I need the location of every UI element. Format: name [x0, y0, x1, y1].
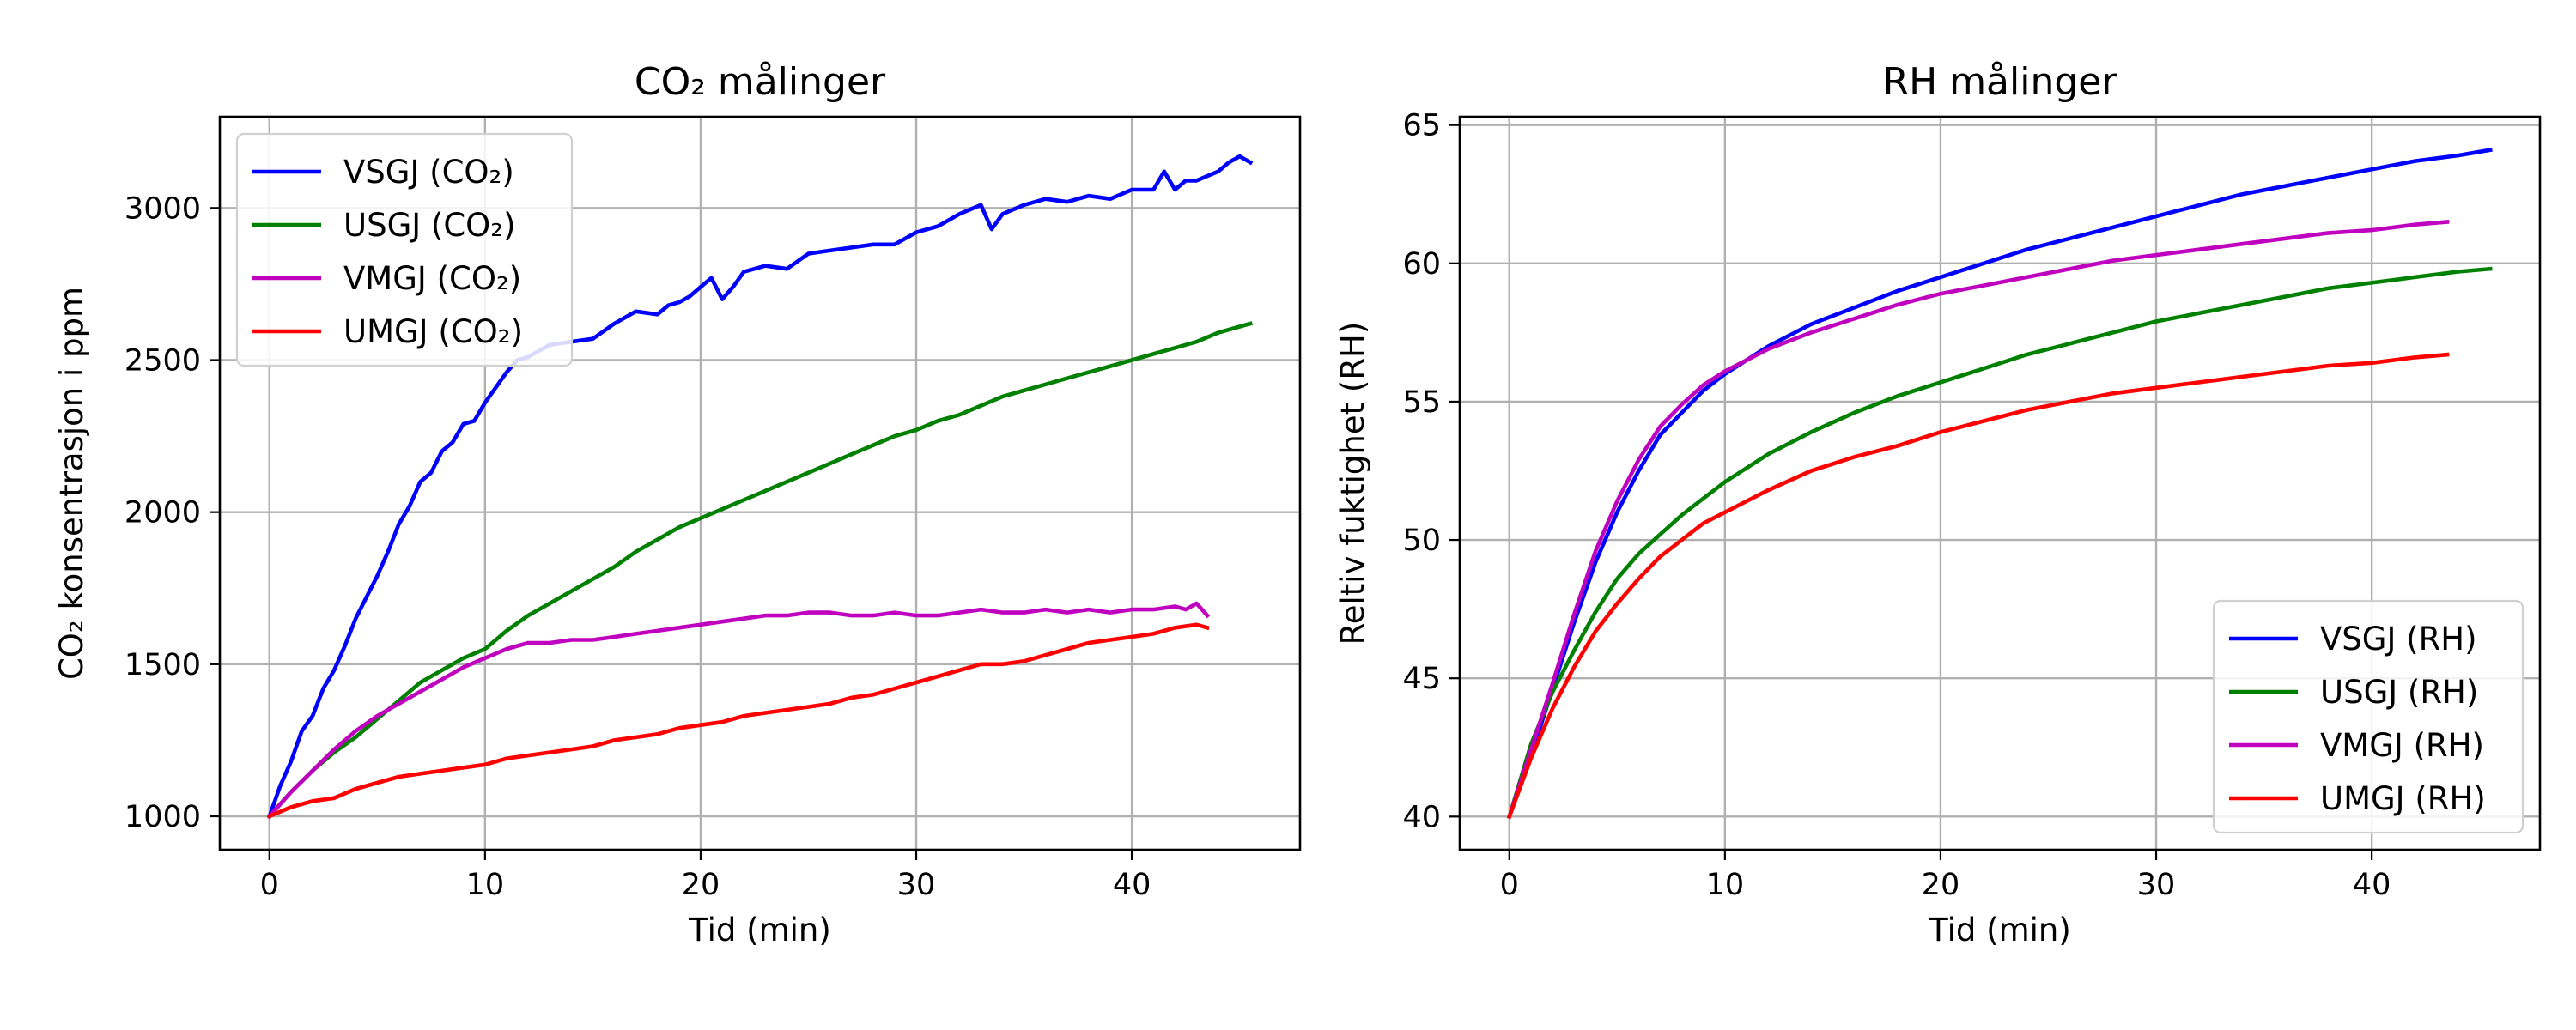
plot-frame	[218, 115, 1302, 851]
series-line-4	[266, 622, 1210, 820]
series-line-1	[1506, 148, 2493, 820]
y-axis-label: Reltiv fuktighet (RH)	[1334, 322, 1371, 645]
legend-box	[2212, 599, 2524, 834]
chart-title: RH målinger	[1883, 60, 2118, 104]
x-tick-label: 0	[1500, 868, 1519, 902]
co2-chart: 0 10 20 30 40 1000 1500 2000 2500 3000 CO₂ målinge…	[53, 60, 1302, 948]
legend-label: VMGJ (RH)	[2320, 727, 2484, 764]
series-line-3	[266, 601, 1211, 820]
series-line-4	[1506, 352, 2450, 820]
y-tick-label: 40	[1402, 800, 1441, 834]
chart-title: CO₂ målinger	[635, 60, 886, 104]
series-line-2	[1506, 266, 2493, 820]
y-tick-label: 65	[1402, 109, 1441, 143]
x-tick-label: 20	[682, 868, 720, 902]
legend-label: USGJ (CO₂)	[343, 207, 516, 244]
x-tick-label: 40	[2353, 868, 2391, 902]
x-tick-label: 0	[260, 868, 279, 902]
x-axis-label: Tid (min)	[688, 912, 831, 948]
y-tick-label: 2000	[125, 496, 201, 530]
y-tick-label: 1000	[125, 800, 201, 834]
x-tick-label: 20	[1922, 868, 1960, 902]
rh-chart: 0 10 20 30 40 40 45 50 55 60 65 RH målinger Tid (min…	[1334, 60, 2542, 948]
legend-label: UMGJ (CO₂)	[343, 313, 523, 350]
plot-frame	[1458, 115, 2542, 851]
legend-label: VSGJ (CO₂)	[343, 154, 514, 191]
y-tick-label: 50	[1402, 524, 1441, 558]
legend: VSGJ (RH) USGJ (RH) VMGJ (RH) UMGJ (RH)	[2212, 599, 2524, 834]
series-line-3	[1506, 220, 2450, 820]
y-axis-label: CO₂ konsentrasjon i ppm	[53, 287, 90, 680]
series-line-2	[266, 321, 1254, 820]
y-tick-label: 45	[1402, 662, 1441, 696]
x-axis-label: Tid (min)	[1928, 912, 2071, 948]
x-tick-label: 30	[897, 868, 936, 902]
legend-label: UMGJ (RH)	[2320, 780, 2486, 817]
y-tick-label: 1500	[125, 648, 201, 682]
y-tick-label: 2500	[125, 343, 201, 378]
legend-label: USGJ (RH)	[2320, 674, 2478, 711]
x-tick-label: 10	[1706, 868, 1745, 902]
legend-label: VSGJ (RH)	[2320, 621, 2477, 657]
legend-label: VMGJ (CO₂)	[343, 260, 521, 297]
y-tick-label: 55	[1402, 385, 1441, 420]
y-tick-label: 3000	[125, 191, 201, 226]
x-tick-label: 30	[2137, 868, 2176, 902]
x-tick-label: 10	[466, 868, 505, 902]
legend: VSGJ (CO₂) USGJ (CO₂) VMGJ (CO₂) UMGJ (CO₂)	[235, 132, 574, 367]
y-tick-label: 60	[1402, 247, 1441, 282]
legend-box	[235, 132, 574, 367]
series-line-1	[266, 154, 1254, 819]
x-tick-label: 40	[1113, 868, 1151, 902]
